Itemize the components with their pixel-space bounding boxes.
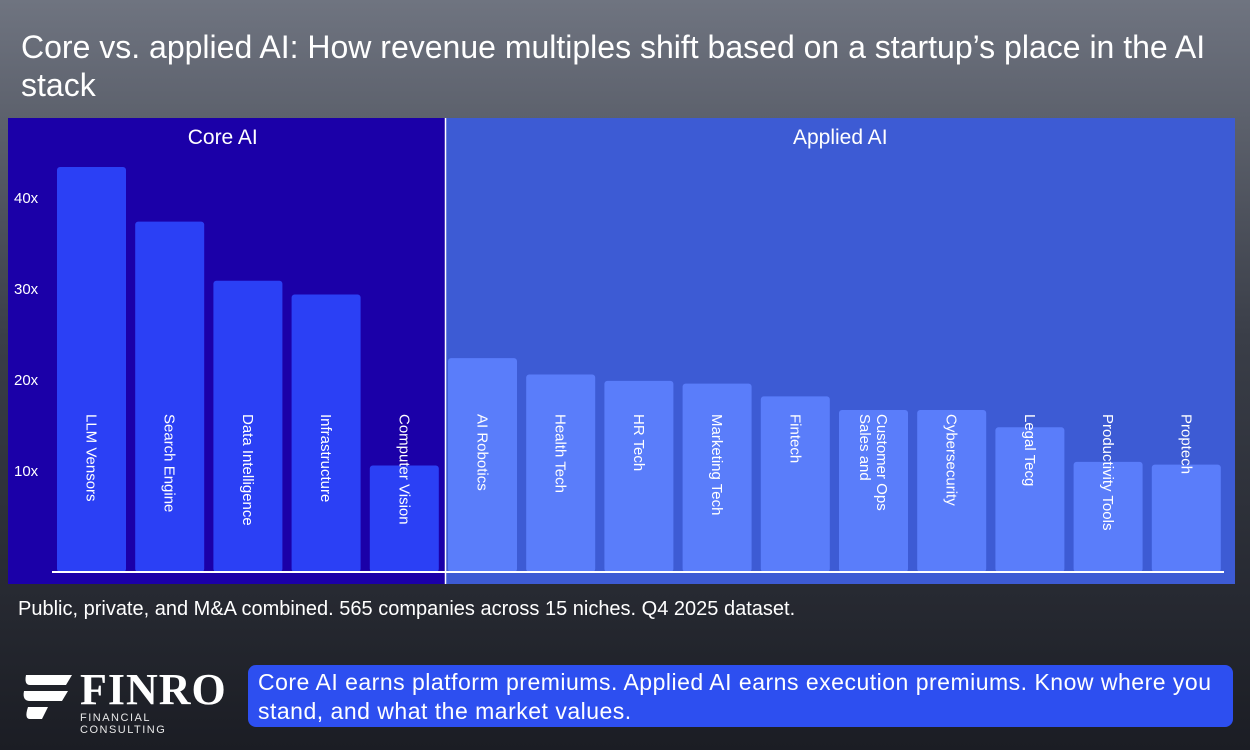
bar xyxy=(448,358,517,572)
bar-label: Proptech xyxy=(1178,414,1195,474)
finro-logo: FINRO FINANCIAL CONSULTING xyxy=(22,665,232,736)
bar-label: Cybersecurity xyxy=(943,414,960,506)
finro-logo-mark-icon xyxy=(23,675,72,719)
callout-box: Core AI earns platform premiums. Applied… xyxy=(248,665,1233,727)
bar-label: LLM Vensors xyxy=(83,414,100,502)
bar-label: Legal Tecg xyxy=(1021,414,1038,486)
bar-label: Data Intelligence xyxy=(239,414,256,526)
group-label-applied-ai: Applied AI xyxy=(793,126,888,149)
bar xyxy=(917,410,987,572)
bar-label: Marketing Tech xyxy=(709,414,726,515)
bar xyxy=(213,280,283,572)
logo-subtitle: FINANCIAL CONSULTING xyxy=(80,712,167,736)
bar xyxy=(1151,464,1221,572)
chart-title: Core vs. applied AI: How revenue multipl… xyxy=(21,29,1206,103)
bar xyxy=(995,427,1065,572)
y-tick-label: 40x xyxy=(14,190,39,207)
bar-label: Sales andCustomer Ops xyxy=(857,414,891,511)
bar-label: Health Tech xyxy=(552,414,569,493)
bar-label: HR Tech xyxy=(630,414,647,471)
y-tick-label: 10x xyxy=(14,463,39,480)
group-label-core-ai: Core AI xyxy=(188,126,258,149)
bar xyxy=(604,380,674,572)
y-tick-label: 30x xyxy=(14,281,39,298)
bar xyxy=(760,396,830,572)
bar xyxy=(1073,461,1143,572)
bar xyxy=(526,374,596,572)
bar-label: Computer Vision xyxy=(396,414,413,525)
bar xyxy=(839,410,908,572)
footnote: Public, private, and M&A combined. 565 c… xyxy=(18,598,796,620)
bar-label: Search Engine xyxy=(161,414,178,512)
logo-wordmark: FINRO xyxy=(80,665,227,714)
bar xyxy=(369,465,439,572)
bar-label: Productivity Tools xyxy=(1100,414,1117,530)
bar xyxy=(57,167,126,573)
y-tick-label: 20x xyxy=(14,372,39,389)
bar xyxy=(682,383,752,572)
bar xyxy=(135,221,205,572)
bar-label: Fintech xyxy=(787,414,804,463)
bar-label: AI Robotics xyxy=(474,414,491,491)
bar-chart: Core AI Applied AI 10x 20x 30x 40x LLM Vensors… xyxy=(8,118,1235,584)
bar-label: Infrastructure xyxy=(318,414,335,502)
bar xyxy=(291,294,361,572)
